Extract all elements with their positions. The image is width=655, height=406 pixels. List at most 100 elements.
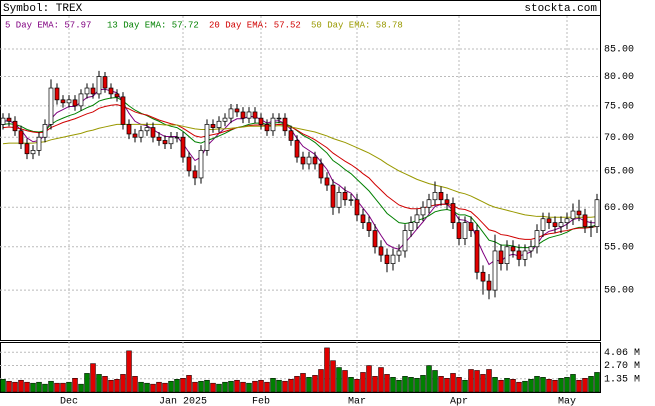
candle-body — [546, 218, 552, 224]
volume-bar — [258, 379, 264, 393]
ema-line — [2, 104, 598, 240]
candle-body — [402, 230, 408, 252]
candle-body — [240, 111, 246, 119]
x-tick-label: Jan 2025 — [159, 397, 207, 406]
candle-body — [114, 93, 120, 98]
candle-body — [432, 192, 438, 201]
volume-bar — [318, 369, 324, 393]
volume-bar — [540, 377, 546, 393]
candle-body — [150, 127, 156, 138]
ema-line — [2, 123, 598, 218]
volume-bar — [198, 380, 204, 393]
volume-bar — [0, 379, 6, 393]
y-tick-label: 60.00 — [604, 203, 634, 214]
candle-body — [30, 150, 36, 155]
y-tick-label: 70.00 — [604, 133, 634, 144]
legend-entry: 13 Day EMA: 57.72 — [107, 20, 199, 30]
volume-bar — [456, 377, 462, 393]
volume-bar — [282, 380, 288, 393]
volume-bar — [168, 380, 174, 393]
candle-body — [444, 199, 450, 204]
candle-body — [534, 230, 540, 248]
candle-body — [360, 214, 366, 224]
volume-bar — [138, 381, 144, 393]
candle-body — [276, 117, 282, 120]
volume-bar — [300, 373, 306, 393]
candle-body — [144, 127, 150, 132]
volume-bar — [54, 382, 60, 393]
candle-body — [222, 117, 228, 122]
candle-body — [288, 130, 294, 141]
x-tick-label: Apr — [450, 397, 468, 406]
candle-body — [258, 117, 264, 125]
candle-body — [90, 87, 96, 95]
header-box — [0, 0, 601, 16]
volume-bar — [420, 375, 426, 393]
volume-bar — [444, 378, 450, 393]
volume-bar — [186, 375, 192, 393]
candle-body — [12, 120, 18, 132]
y-tick-label: 4.06 M — [604, 348, 640, 359]
y-tick-label: 2.70 M — [604, 361, 640, 372]
volume-bar — [174, 379, 180, 393]
candle-body — [552, 222, 558, 227]
volume-bar — [576, 379, 582, 393]
volume-bar — [402, 376, 408, 393]
candle-body — [72, 99, 78, 107]
volume-bar — [438, 376, 444, 393]
ema-line — [2, 96, 598, 249]
candle-body — [318, 163, 324, 179]
volume-bar — [504, 378, 510, 393]
source: stockta.com — [524, 3, 597, 15]
candle-body — [486, 280, 492, 291]
volume-bar — [408, 377, 414, 393]
volume-bar — [396, 379, 402, 393]
y-tick-label: 50.00 — [604, 286, 634, 297]
volume-bar — [432, 370, 438, 393]
volume-bar — [276, 379, 282, 393]
volume-bar — [102, 376, 108, 393]
volume-bar — [354, 379, 360, 393]
volume-bar — [36, 381, 42, 393]
candle-body — [468, 222, 474, 231]
candle-body — [246, 111, 252, 119]
candle-body — [192, 170, 198, 179]
volume-bar — [222, 381, 228, 393]
x-tick-label: Mar — [348, 397, 366, 406]
volume-bar — [204, 379, 210, 393]
candle-body — [60, 99, 66, 104]
candle-body — [582, 214, 588, 227]
candle-body — [252, 111, 258, 119]
volume-bar — [24, 381, 30, 393]
volume-bar — [348, 377, 354, 393]
candle-body — [504, 246, 510, 264]
x-tick-label: Feb — [252, 396, 270, 406]
volume-bar — [492, 377, 498, 393]
candle-body — [66, 99, 72, 104]
volume-bar — [552, 379, 558, 393]
volume-bar — [240, 381, 246, 393]
volume-bar — [12, 381, 18, 393]
candle-body — [174, 136, 180, 139]
volume-bar — [564, 377, 570, 393]
candle-body — [480, 271, 486, 282]
candle-body — [408, 222, 414, 231]
volume-bar — [246, 382, 252, 393]
candle-body — [126, 124, 132, 135]
candle-body — [558, 222, 564, 227]
candle-body — [438, 192, 444, 201]
candle-body — [492, 250, 498, 291]
volume-bar — [588, 376, 594, 393]
volume-bar — [108, 379, 114, 393]
volume-bar — [582, 378, 588, 393]
volume-bar — [594, 372, 600, 393]
volume-bar — [378, 367, 384, 393]
candle-body — [120, 96, 126, 125]
volume-bar — [264, 381, 270, 393]
volume-bar — [42, 383, 48, 393]
volume-bar — [360, 372, 366, 393]
x-tick-label: May — [558, 397, 576, 406]
candle-body — [366, 222, 372, 231]
candle-body — [564, 218, 570, 224]
